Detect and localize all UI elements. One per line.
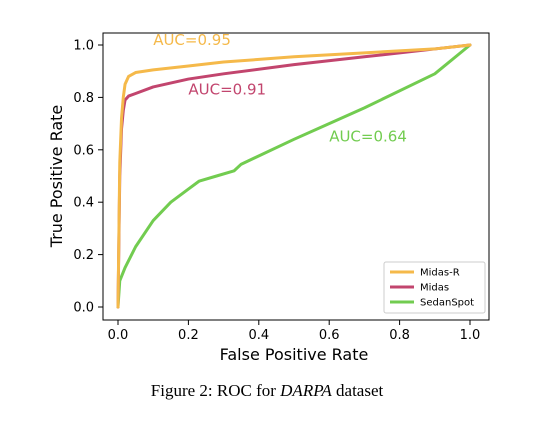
- caption-suffix: dataset: [331, 381, 384, 400]
- x-tick-label: 0.4: [248, 328, 269, 343]
- series-line-sedanspot: [116, 43, 472, 309]
- y-tick-label: 0.0: [73, 301, 94, 316]
- y-axis-label: True Positive Rate: [47, 105, 66, 249]
- x-tick-label: 0.0: [108, 328, 129, 343]
- x-axis-label: False Positive Rate: [220, 345, 369, 364]
- y-tick-label: 0.2: [73, 248, 94, 263]
- figure-caption: Figure 2: ROC for DARPA dataset: [0, 381, 534, 401]
- y-tick-label: 0.6: [73, 143, 94, 158]
- auc-annotation: AUC=0.91: [188, 81, 266, 99]
- auc-annotation: AUC=0.64: [329, 128, 407, 146]
- caption-emphasis: DARPA: [280, 381, 332, 400]
- plot-frame: [102, 32, 490, 321]
- legend-label: Midas: [420, 283, 449, 294]
- x-tick-label: 0.2: [178, 328, 199, 343]
- roc-chart: 0.0 0.2 0.4 0.6 0.8 1.0 0.0 0.2 0.4 0.6 0.8 1.0 AUC…: [47, 31, 490, 364]
- legend-box: [383, 261, 486, 314]
- y-tick-label: 0.4: [73, 196, 94, 211]
- x-tick-label: 1.0: [460, 328, 481, 343]
- x-tick-label: 0.6: [319, 328, 340, 343]
- caption-prefix: Figure 2: ROC for: [150, 381, 281, 400]
- y-tick-label: 1.0: [73, 39, 94, 54]
- y-tick-label: 0.8: [73, 91, 94, 106]
- legend-label: Midas-R: [420, 268, 460, 279]
- tick-layer: 0.0 0.2 0.4 0.6 0.8 1.0 0.0 0.2 0.4 0.6 0.8 1.0: [73, 39, 480, 344]
- series-line-midas-r: [116, 43, 472, 309]
- auc-annotation: AUC=0.95: [153, 31, 231, 49]
- legend: Midas-R Midas SedanSpot: [383, 261, 486, 314]
- annotation-layer: AUC=0.95 AUC=0.91 AUC=0.64: [153, 31, 407, 146]
- plot-series-layer: [116, 43, 472, 309]
- x-tick-label: 0.8: [389, 328, 410, 343]
- legend-label: SedanSpot: [420, 298, 474, 309]
